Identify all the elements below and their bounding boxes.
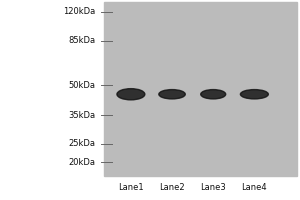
Text: Lane4: Lane4: [242, 183, 267, 192]
Ellipse shape: [201, 90, 226, 99]
Text: 35kDa: 35kDa: [68, 111, 96, 120]
Text: Lane2: Lane2: [159, 183, 185, 192]
Ellipse shape: [240, 90, 268, 99]
Text: 25kDa: 25kDa: [69, 139, 96, 148]
Bar: [104, 2, 297, 176]
Ellipse shape: [117, 89, 145, 100]
Text: Lane3: Lane3: [200, 183, 226, 192]
Text: 85kDa: 85kDa: [68, 36, 96, 45]
Text: 20kDa: 20kDa: [69, 158, 96, 167]
Text: 120kDa: 120kDa: [63, 7, 96, 16]
Text: 50kDa: 50kDa: [69, 81, 96, 90]
Text: Lane1: Lane1: [118, 183, 144, 192]
Ellipse shape: [159, 90, 185, 99]
